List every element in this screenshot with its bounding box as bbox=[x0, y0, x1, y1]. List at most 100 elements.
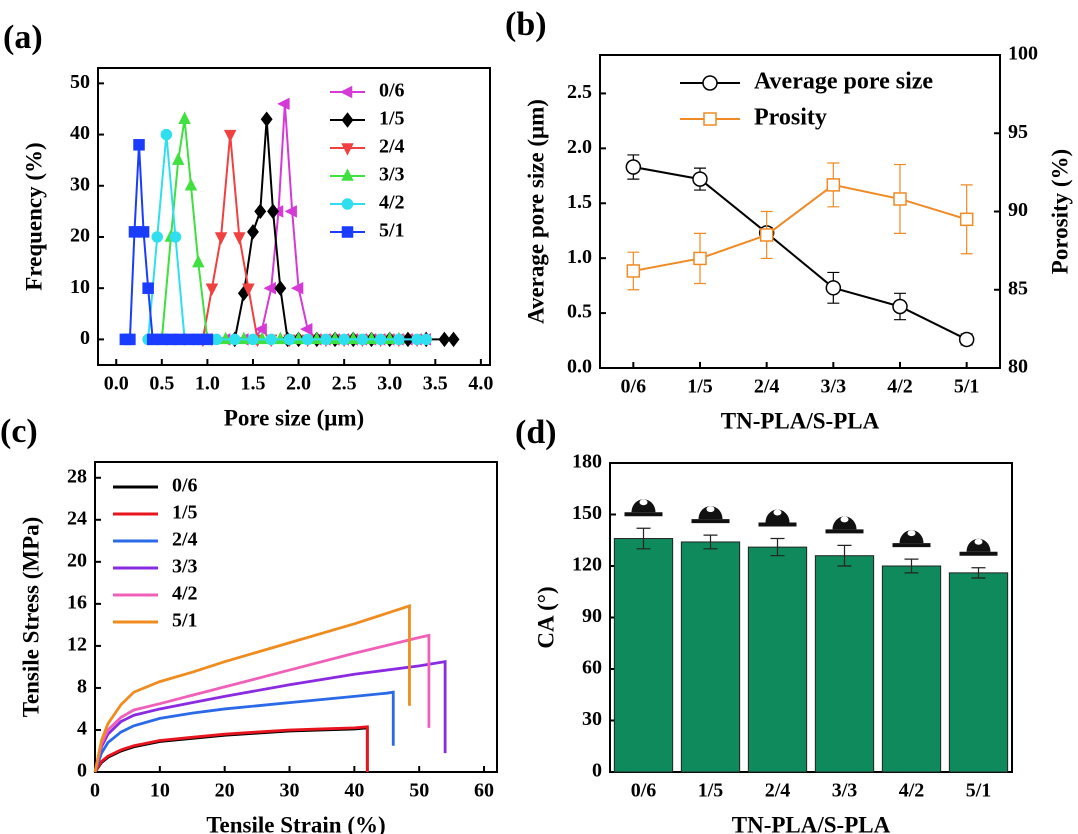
panel-label: (b) bbox=[505, 6, 547, 43]
y-tick-label: 1.0 bbox=[567, 246, 592, 268]
x-tick-label: 30 bbox=[280, 780, 300, 802]
legend-label: 3/3 bbox=[172, 556, 198, 578]
series-line bbox=[160, 119, 399, 341]
x-tick-label: 1/5 bbox=[698, 780, 724, 802]
x-tick-label: 5/1 bbox=[966, 780, 992, 802]
error-bar bbox=[837, 544, 852, 567]
marker bbox=[277, 97, 290, 111]
y-tick-label: 150 bbox=[572, 502, 602, 524]
x-tick-label: 3.0 bbox=[377, 373, 402, 395]
marker bbox=[169, 231, 182, 243]
droplet-highlight bbox=[706, 506, 715, 513]
marker bbox=[447, 331, 460, 348]
panel-label: (d) bbox=[515, 414, 557, 451]
y-tick-label: 4 bbox=[77, 718, 87, 740]
y-tick-label: 0.5 bbox=[567, 301, 592, 323]
y2-tick-label: 100 bbox=[1008, 43, 1038, 65]
marker bbox=[438, 331, 451, 348]
droplet-icon bbox=[899, 530, 924, 544]
marker bbox=[420, 333, 432, 346]
y-axis-label: Frequency (%) bbox=[21, 142, 46, 290]
legend-label: Prosity bbox=[754, 105, 827, 131]
marker bbox=[693, 251, 707, 266]
marker bbox=[254, 203, 267, 220]
x-axis-label: Pore size (μm) bbox=[224, 405, 364, 430]
x-tick-label: 50 bbox=[409, 780, 429, 802]
x-tick-label: 0.5 bbox=[149, 373, 174, 395]
x-tick-label: 1.0 bbox=[195, 373, 220, 395]
series-line bbox=[633, 166, 968, 341]
series-line bbox=[93, 690, 395, 773]
droplet-highlight bbox=[907, 530, 916, 537]
marker bbox=[214, 232, 228, 245]
series-line bbox=[93, 725, 369, 773]
y-tick-label: 2.5 bbox=[567, 81, 592, 103]
legend-label: 4/2 bbox=[379, 192, 405, 214]
marker bbox=[201, 333, 214, 346]
series-line bbox=[93, 633, 431, 773]
legend-marker bbox=[703, 112, 717, 126]
marker bbox=[320, 333, 332, 346]
y2-tick-label: 85 bbox=[1008, 277, 1028, 299]
marker bbox=[260, 111, 273, 127]
legend-marker bbox=[339, 85, 353, 99]
marker bbox=[133, 139, 145, 151]
bar bbox=[613, 538, 674, 773]
x-tick-label: 2.0 bbox=[286, 373, 311, 395]
x-tick-label: 4/2 bbox=[887, 376, 913, 398]
series-line bbox=[125, 144, 208, 341]
marker bbox=[247, 333, 259, 346]
x-tick-label: 20 bbox=[215, 780, 235, 802]
x-tick-label: 60 bbox=[474, 780, 494, 802]
legend-label: Average pore size bbox=[754, 69, 933, 95]
panel-label: (c) bbox=[0, 413, 38, 450]
series-line bbox=[93, 604, 411, 773]
marker bbox=[178, 111, 191, 124]
y-tick-label: 28 bbox=[67, 465, 87, 487]
y-tick-label: 24 bbox=[67, 507, 87, 529]
marker bbox=[625, 159, 642, 175]
legend-label: 0/6 bbox=[379, 80, 405, 102]
marker bbox=[223, 129, 237, 143]
legend-marker bbox=[341, 143, 354, 156]
marker bbox=[267, 203, 279, 220]
marker bbox=[893, 192, 907, 206]
y-tick-label: 60 bbox=[582, 657, 602, 679]
marker bbox=[959, 212, 974, 227]
x-tick-label: 40 bbox=[344, 780, 364, 802]
y-axis-label: CA (°) bbox=[533, 586, 558, 648]
error-bar bbox=[703, 534, 718, 550]
marker bbox=[172, 152, 185, 165]
y-tick-label: 16 bbox=[67, 591, 87, 613]
marker bbox=[254, 322, 267, 336]
y-tick-label: 20 bbox=[70, 225, 90, 247]
marker bbox=[393, 333, 405, 346]
x-tick-label: 5/1 bbox=[954, 376, 980, 398]
y-tick-label: 120 bbox=[572, 554, 602, 576]
marker bbox=[892, 298, 908, 315]
y-tick-label: 30 bbox=[582, 708, 602, 730]
x-tick-label: 4.0 bbox=[468, 373, 493, 395]
x-tick-label: 3/3 bbox=[821, 376, 847, 398]
y-tick-label: 30 bbox=[70, 173, 90, 195]
marker bbox=[192, 254, 205, 268]
x-tick-label: 2.5 bbox=[332, 373, 357, 395]
y-tick-label: 8 bbox=[77, 676, 87, 698]
x-axis-label: TN-PLA/S-PLA bbox=[721, 408, 880, 433]
droplet-icon bbox=[631, 499, 656, 513]
marker bbox=[184, 178, 198, 191]
marker bbox=[338, 333, 350, 346]
y-tick-label: 0 bbox=[80, 327, 90, 349]
x-axis-label: Tensile Strain (%) bbox=[206, 812, 385, 834]
marker bbox=[283, 333, 296, 346]
legend-label: 3/3 bbox=[379, 164, 405, 186]
y2-tick-label: 90 bbox=[1008, 199, 1028, 221]
marker bbox=[299, 322, 313, 336]
bar bbox=[747, 546, 808, 773]
x-tick-label: 3.5 bbox=[423, 373, 448, 395]
y-tick-label: 50 bbox=[70, 71, 90, 93]
x-tick-label: 0/6 bbox=[631, 780, 657, 802]
legend-marker bbox=[341, 198, 354, 210]
y-tick-label: 90 bbox=[582, 605, 602, 627]
x-tick-label: 2/4 bbox=[754, 376, 780, 398]
